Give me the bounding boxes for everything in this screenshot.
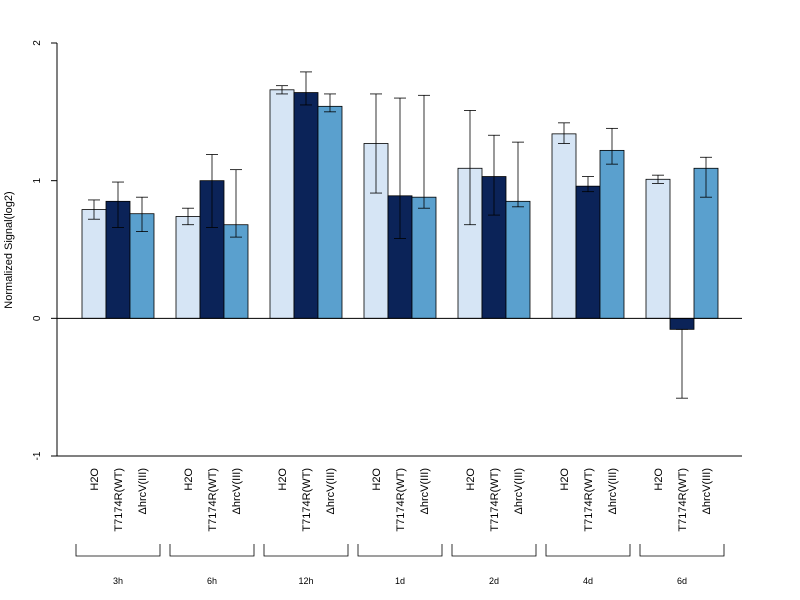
group-bracket [451,544,537,557]
bar [175,216,201,319]
group-bracket [169,544,255,557]
y-tick-label: 1 [32,177,43,183]
group-bracket [75,544,161,557]
group-label: 4d [583,576,593,586]
y-tick-label: 2 [32,40,43,46]
bar-category-label: T7174R(WT) [583,468,595,532]
bar-category-label: H2O [465,468,477,491]
bar [293,92,319,319]
bar [505,200,531,319]
bar-category-label: H2O [183,468,195,491]
bar [269,89,295,319]
bar-category-label: T7174R(WT) [395,468,407,532]
error-bars [88,71,712,399]
group-bracket [639,544,725,557]
group-label: 3h [113,576,123,586]
group-label: 6d [677,576,687,586]
group-bracket [545,544,631,557]
group-label: 2d [489,576,499,586]
bars [81,89,719,330]
bar-category-label: H2O [277,468,289,491]
bar-category-label: T7174R(WT) [207,468,219,532]
bar-category-label: ΔhrcV(III) [513,468,525,514]
group-label: 1d [395,576,405,586]
bar [411,196,437,319]
bar [599,149,625,319]
bar [223,224,249,319]
bar-category-label: ΔhrcV(III) [231,468,243,514]
bar [551,133,577,319]
bar-category-label: ΔhrcV(III) [701,468,713,514]
bar-category-label: ΔhrcV(III) [137,468,149,514]
group-bracket [263,544,349,557]
bar [693,167,719,319]
bar [317,105,343,319]
bar-category-label: ΔhrcV(III) [419,468,431,514]
bar-category-label: H2O [559,468,571,491]
group-label: 6h [207,576,217,586]
bar-category-label: ΔhrcV(III) [607,468,619,514]
bar-category-label: H2O [653,468,665,491]
x-labels: H2O T7174R(WT) ΔhrcV(III) 3h H2O T7174R(WT) Δh… [75,468,725,586]
y-tick-label: 0 [32,315,43,321]
bar-category-label: H2O [371,468,383,491]
bar-category-label: T7174R(WT) [489,468,501,532]
y-axis: -1 0 1 2 [32,40,742,460]
group-label: 12h [298,576,313,586]
bar [645,178,671,319]
bar-category-label: ΔhrcV(III) [325,468,337,514]
bar [81,209,107,319]
bar [575,185,601,319]
bar-category-label: T7174R(WT) [677,468,689,532]
bar-category-label: T7174R(WT) [113,468,125,532]
group-bracket [357,544,443,557]
y-tick-label: -1 [32,451,43,460]
bar-category-label: T7174R(WT) [301,468,313,532]
y-axis-label: Normalized Signal(log2) [3,191,15,308]
bar-category-label: H2O [89,468,101,491]
bar [669,317,695,330]
